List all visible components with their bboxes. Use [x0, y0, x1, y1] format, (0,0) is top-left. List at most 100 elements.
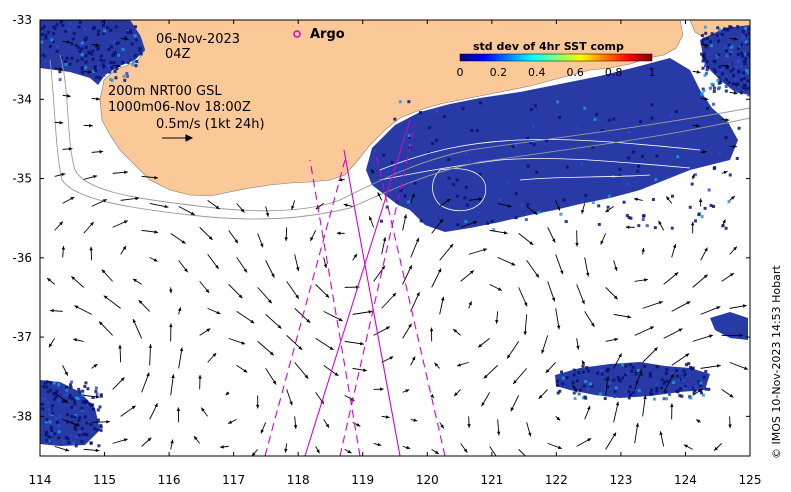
current-arrow-head: [132, 319, 137, 324]
x-tick-label: 118: [287, 473, 310, 487]
current-arrow-head: [356, 423, 361, 427]
current-arrow-head: [582, 360, 586, 365]
current-arrow-head: [429, 327, 434, 332]
current-arrow-head: [49, 308, 54, 313]
current-arrow-head: [653, 347, 658, 352]
current-arrow-head: [467, 424, 471, 428]
current-arrow-head: [329, 346, 334, 350]
y-tick-label: -33: [12, 13, 32, 27]
current-arrow-head: [691, 174, 695, 179]
current-arrow-head: [61, 245, 66, 250]
current-arrow-head: [658, 220, 662, 225]
current-arrow-head: [296, 267, 300, 271]
current-arrow-head: [389, 356, 394, 360]
current-arrow-head: [360, 341, 364, 346]
current-arrow-head: [666, 196, 670, 201]
sst-patch-southeast: [555, 362, 710, 398]
current-arrow-head: [265, 212, 270, 217]
current-arrow-head: [708, 334, 713, 338]
x-tick-label: 121: [480, 473, 503, 487]
current-arrow-head: [343, 203, 348, 207]
current-arrow-head: [66, 40, 71, 44]
current-arrow-head: [405, 389, 410, 393]
current-arrow-head: [411, 356, 416, 361]
current-arrow-head: [704, 43, 709, 47]
current-arrow-head: [385, 415, 390, 419]
current-arrow-head: [75, 422, 80, 427]
current-arrow-head: [704, 247, 708, 252]
current-arrow-head: [605, 208, 610, 213]
current-arrow-head: [556, 206, 561, 211]
sst-patches: [40, 20, 750, 448]
current-arrow-head: [243, 368, 248, 373]
current-arrow-head: [739, 333, 743, 338]
current-arrow-head: [690, 221, 695, 226]
current-arrow-head: [146, 372, 150, 377]
current-arrow-head: [524, 302, 528, 307]
current-arrow-head: [453, 329, 458, 333]
current-arrow-head: [535, 273, 539, 278]
satellite-tracks: [264, 119, 446, 456]
sst-patch-northwest: [40, 20, 145, 85]
plot-frame: [39, 19, 751, 457]
current-arrow-head: [704, 97, 709, 101]
current-arrow-head: [70, 197, 75, 201]
current-arrow-head: [298, 346, 303, 350]
current-arrow-head: [495, 319, 499, 324]
current-arrow-head: [473, 220, 478, 225]
colorbar-tick-label: 0.4: [528, 66, 546, 79]
x-tick-label: 117: [222, 473, 245, 487]
current-arrow-head: [101, 269, 106, 274]
current-arrow-head: [74, 305, 79, 309]
current-arrow-head: [585, 272, 590, 277]
current-arrow-head: [627, 315, 632, 319]
current-arrow-head: [733, 91, 738, 95]
current-arrow-head: [497, 287, 502, 291]
current-arrow-head: [65, 448, 70, 452]
land-mass: [99, 20, 684, 197]
argo-legend-label: Argo: [310, 27, 345, 42]
current-arrow-head: [685, 353, 690, 357]
current-arrow-head: [95, 395, 100, 399]
current-arrow-head: [440, 424, 444, 429]
current-arrow-head: [714, 446, 718, 451]
current-arrow-head: [338, 178, 343, 182]
current-arrow-head: [371, 169, 375, 174]
current-arrow-head: [439, 219, 444, 223]
current-arrow-head: [638, 369, 643, 374]
x-tick-label: 125: [739, 473, 762, 487]
current-arrow-head: [268, 299, 272, 304]
current-arrow-head: [696, 419, 701, 423]
current-arrow-head: [347, 449, 352, 454]
current-arrow-head: [369, 216, 373, 221]
current-arrow-head: [635, 423, 640, 427]
current-arrow-head: [251, 452, 256, 456]
current-arrow-head: [614, 337, 619, 342]
colorbar-tick-label: 1: [649, 66, 656, 79]
current-arrow-head: [64, 371, 68, 376]
current-arrow-head: [164, 204, 169, 209]
current-arrow-head: [260, 429, 264, 434]
current-arrow-head: [208, 236, 213, 240]
current-arrow-head: [575, 242, 579, 247]
current-arrow-head: [379, 387, 384, 391]
current-arrow-head: [507, 204, 512, 208]
current-arrow-head: [729, 393, 734, 398]
colorbar-ticks: 0 0.2 0.4 0.6 0.8 1: [457, 66, 656, 79]
current-arrow-head: [269, 351, 274, 356]
current-arrow-head: [225, 391, 230, 396]
current-arrow-head: [728, 424, 732, 429]
current-arrow-head: [618, 353, 622, 358]
current-arrow-head: [612, 432, 617, 437]
current-arrow-head: [48, 343, 53, 348]
x-tick-label: 119: [351, 473, 374, 487]
current-arrow-head: [513, 380, 517, 384]
argo-marker-icon: [293, 30, 301, 38]
current-arrow: [489, 446, 497, 456]
current-arrow-head: [47, 278, 51, 282]
current-arrow-head: [538, 394, 543, 399]
current-arrow-head: [729, 273, 734, 277]
current-arrow-head: [338, 317, 343, 321]
current-arrow-head: [66, 94, 71, 98]
current-arrow-head: [591, 322, 595, 327]
